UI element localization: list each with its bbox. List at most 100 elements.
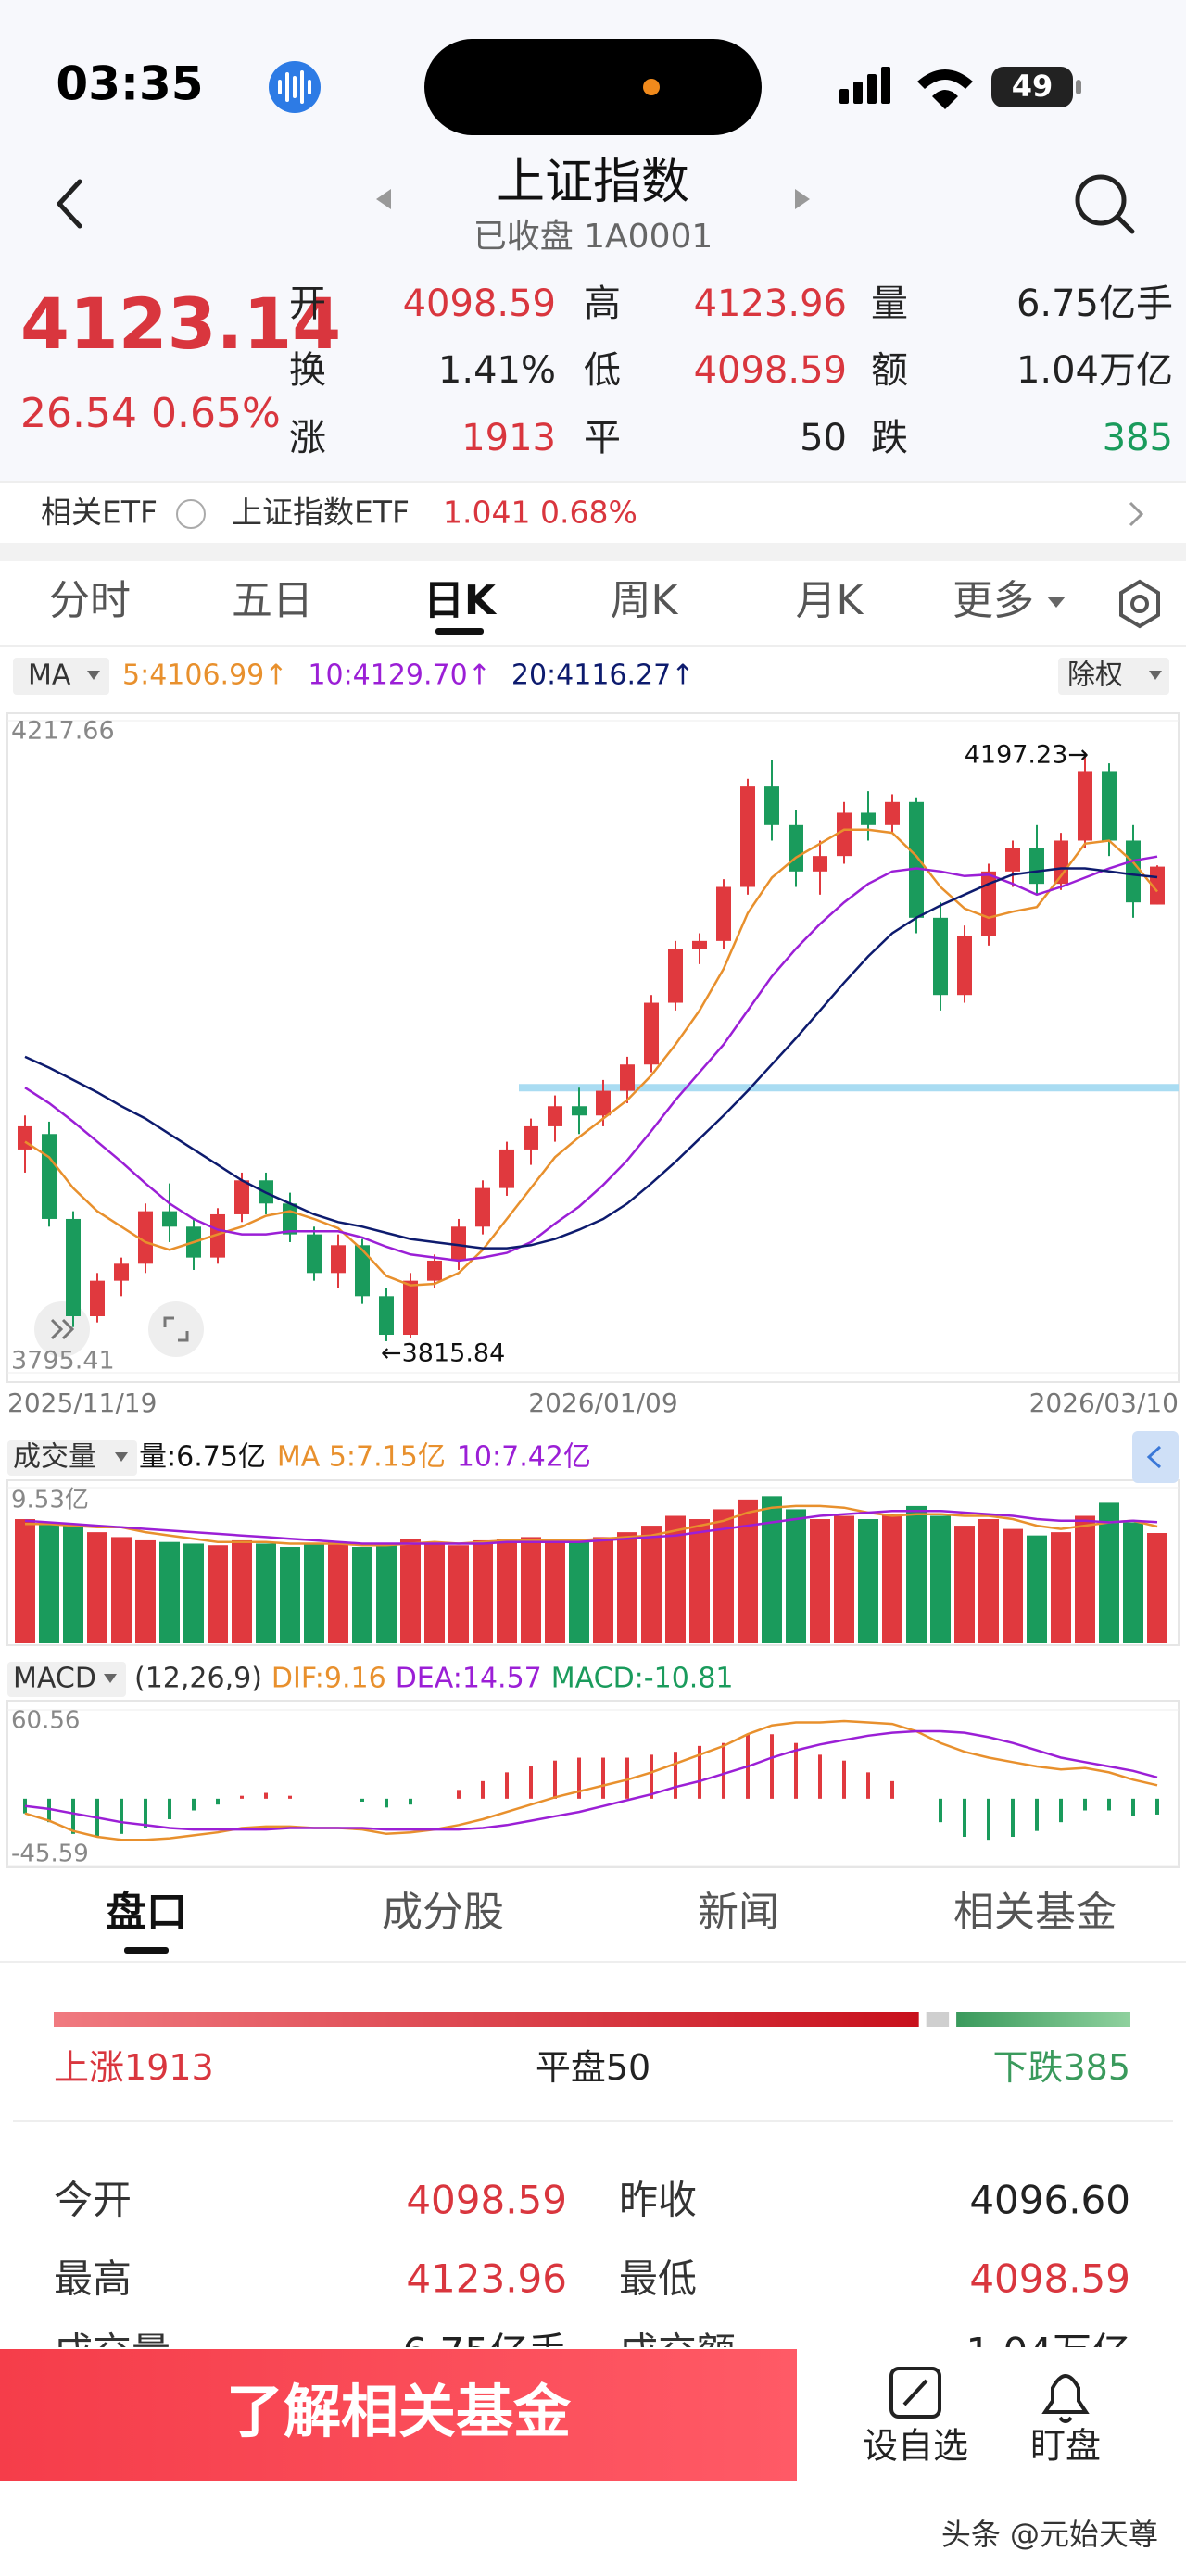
volume-bar — [521, 1537, 541, 1643]
breadth-label: 下跌385 — [992, 2047, 1130, 2088]
stat-label: 开 — [289, 283, 326, 325]
volume-bar — [15, 1519, 35, 1643]
etf-label: 相关ETF — [41, 495, 158, 531]
period-tab[interactable]: 更多 — [953, 577, 1034, 624]
battery — [991, 67, 1073, 107]
volume-bar — [280, 1546, 300, 1643]
volume-bar — [882, 1514, 902, 1643]
ma-line — [24, 828, 1158, 1287]
y-tick-label: 60.56 — [11, 1707, 80, 1735]
volume-bar — [304, 1543, 324, 1643]
etf-change: 0.68% — [540, 495, 637, 531]
side-tab[interactable] — [1132, 1431, 1179, 1483]
detail-tab[interactable]: 成分股 — [382, 1889, 504, 1936]
volume-bar — [545, 1539, 565, 1643]
volume-bar — [87, 1532, 107, 1643]
stat-value: 6.75亿手 — [1016, 283, 1173, 325]
detail-label: 最低 — [619, 2256, 697, 2302]
volume-summary: 量:6.75亿 — [139, 1441, 266, 1474]
volume-bar — [183, 1543, 204, 1643]
candle-body — [403, 1280, 418, 1336]
candle-body — [138, 1211, 153, 1264]
breadth-up — [54, 2012, 919, 2027]
candle-body — [764, 786, 779, 825]
detail-tab[interactable]: 盘口 — [106, 1889, 187, 1936]
candle-body — [620, 1064, 635, 1091]
detail-label: 昨收 — [619, 2178, 697, 2223]
macd-select[interactable] — [7, 1662, 126, 1697]
breadth-name: 下跌 — [992, 2047, 1063, 2088]
fund-button-label: 了解相关基金 — [226, 2378, 572, 2445]
etf-chevron[interactable] — [1129, 501, 1144, 527]
macd-frame — [6, 1700, 1180, 1868]
expand-icon — [50, 1318, 75, 1340]
battery-level: 49 — [1012, 69, 1054, 104]
stat-label: 额 — [871, 349, 908, 392]
breadth-count: 50 — [606, 2047, 650, 2088]
candle-body — [572, 1106, 587, 1116]
stat-label: 低 — [584, 349, 621, 392]
volume-select[interactable] — [7, 1440, 137, 1476]
candle-body — [114, 1263, 129, 1281]
volume-bar — [786, 1509, 806, 1643]
period-tab[interactable]: 分时 — [49, 577, 131, 624]
macd-line — [24, 1719, 1158, 1841]
support-line — [519, 1084, 1179, 1092]
info-icon[interactable] — [176, 499, 206, 529]
candle-body — [524, 1125, 538, 1150]
volume-frame — [6, 1479, 1180, 1646]
last-price: 4123.14 — [20, 283, 341, 365]
period-tab[interactable]: 五日 — [232, 577, 313, 624]
period-tab[interactable]: 周K — [611, 577, 679, 624]
fullscreen-button[interactable] — [148, 1301, 204, 1357]
volume-bar — [497, 1539, 517, 1643]
candle-body — [66, 1218, 81, 1316]
prev-index[interactable] — [376, 189, 391, 209]
candle-body — [1029, 848, 1044, 885]
period-tab[interactable]: 日K — [423, 577, 498, 624]
candle-body — [885, 801, 900, 825]
more-arrow[interactable] — [1047, 597, 1066, 608]
volume-bar — [135, 1539, 156, 1643]
stat-value: 4098.59 — [694, 349, 847, 392]
footer-action[interactable]: 设自选 — [863, 2426, 968, 2467]
candle-body — [307, 1234, 322, 1274]
y-tick-label: -45.59 — [11, 1841, 89, 1868]
volume-bar — [256, 1543, 276, 1643]
detail-tab[interactable]: 相关基金 — [953, 1889, 1117, 1936]
x-tick-label: 2025/11/19 — [7, 1388, 157, 1418]
indicator-select[interactable] — [13, 658, 109, 695]
volume-bar — [713, 1509, 734, 1643]
wifi-icon — [917, 69, 973, 109]
volume-bar — [641, 1526, 662, 1643]
clock: 03:35 — [56, 57, 203, 111]
next-index[interactable] — [795, 189, 810, 209]
settings-button[interactable] — [1119, 579, 1160, 629]
stat-value: 1913 — [461, 417, 556, 459]
fund-button[interactable] — [0, 2349, 797, 2481]
breadth-name: 平盘 — [536, 2047, 606, 2088]
ma-legend: 5:4106.99↑ — [122, 660, 287, 692]
ma-legend: 10:4129.70↑ — [308, 660, 490, 692]
volume-bar — [376, 1543, 397, 1643]
battery-cap — [1076, 80, 1081, 94]
volume-bar — [1003, 1528, 1023, 1643]
candle-body — [234, 1180, 249, 1214]
search-button[interactable] — [1075, 174, 1135, 234]
breadth-name: 上涨 — [54, 2047, 124, 2088]
volume-bar — [762, 1496, 782, 1643]
breadth-label: 上涨1913 — [54, 2047, 214, 2088]
period-tab[interactable]: 月K — [796, 577, 864, 624]
adjust-select[interactable] — [1058, 658, 1169, 695]
candle-body — [740, 786, 755, 887]
stat-value: 1.41% — [438, 349, 556, 392]
back-button[interactable] — [57, 179, 82, 229]
candle-body — [499, 1149, 514, 1188]
detail-tab[interactable]: 新闻 — [698, 1889, 779, 1936]
min-annotation: ←3815.84 — [381, 1338, 505, 1367]
signal-icon — [839, 67, 890, 104]
monitor-bell — [1041, 2374, 1090, 2423]
footer-action[interactable]: 盯盘 — [1030, 2426, 1101, 2467]
stat-value: 4123.96 — [694, 283, 847, 325]
